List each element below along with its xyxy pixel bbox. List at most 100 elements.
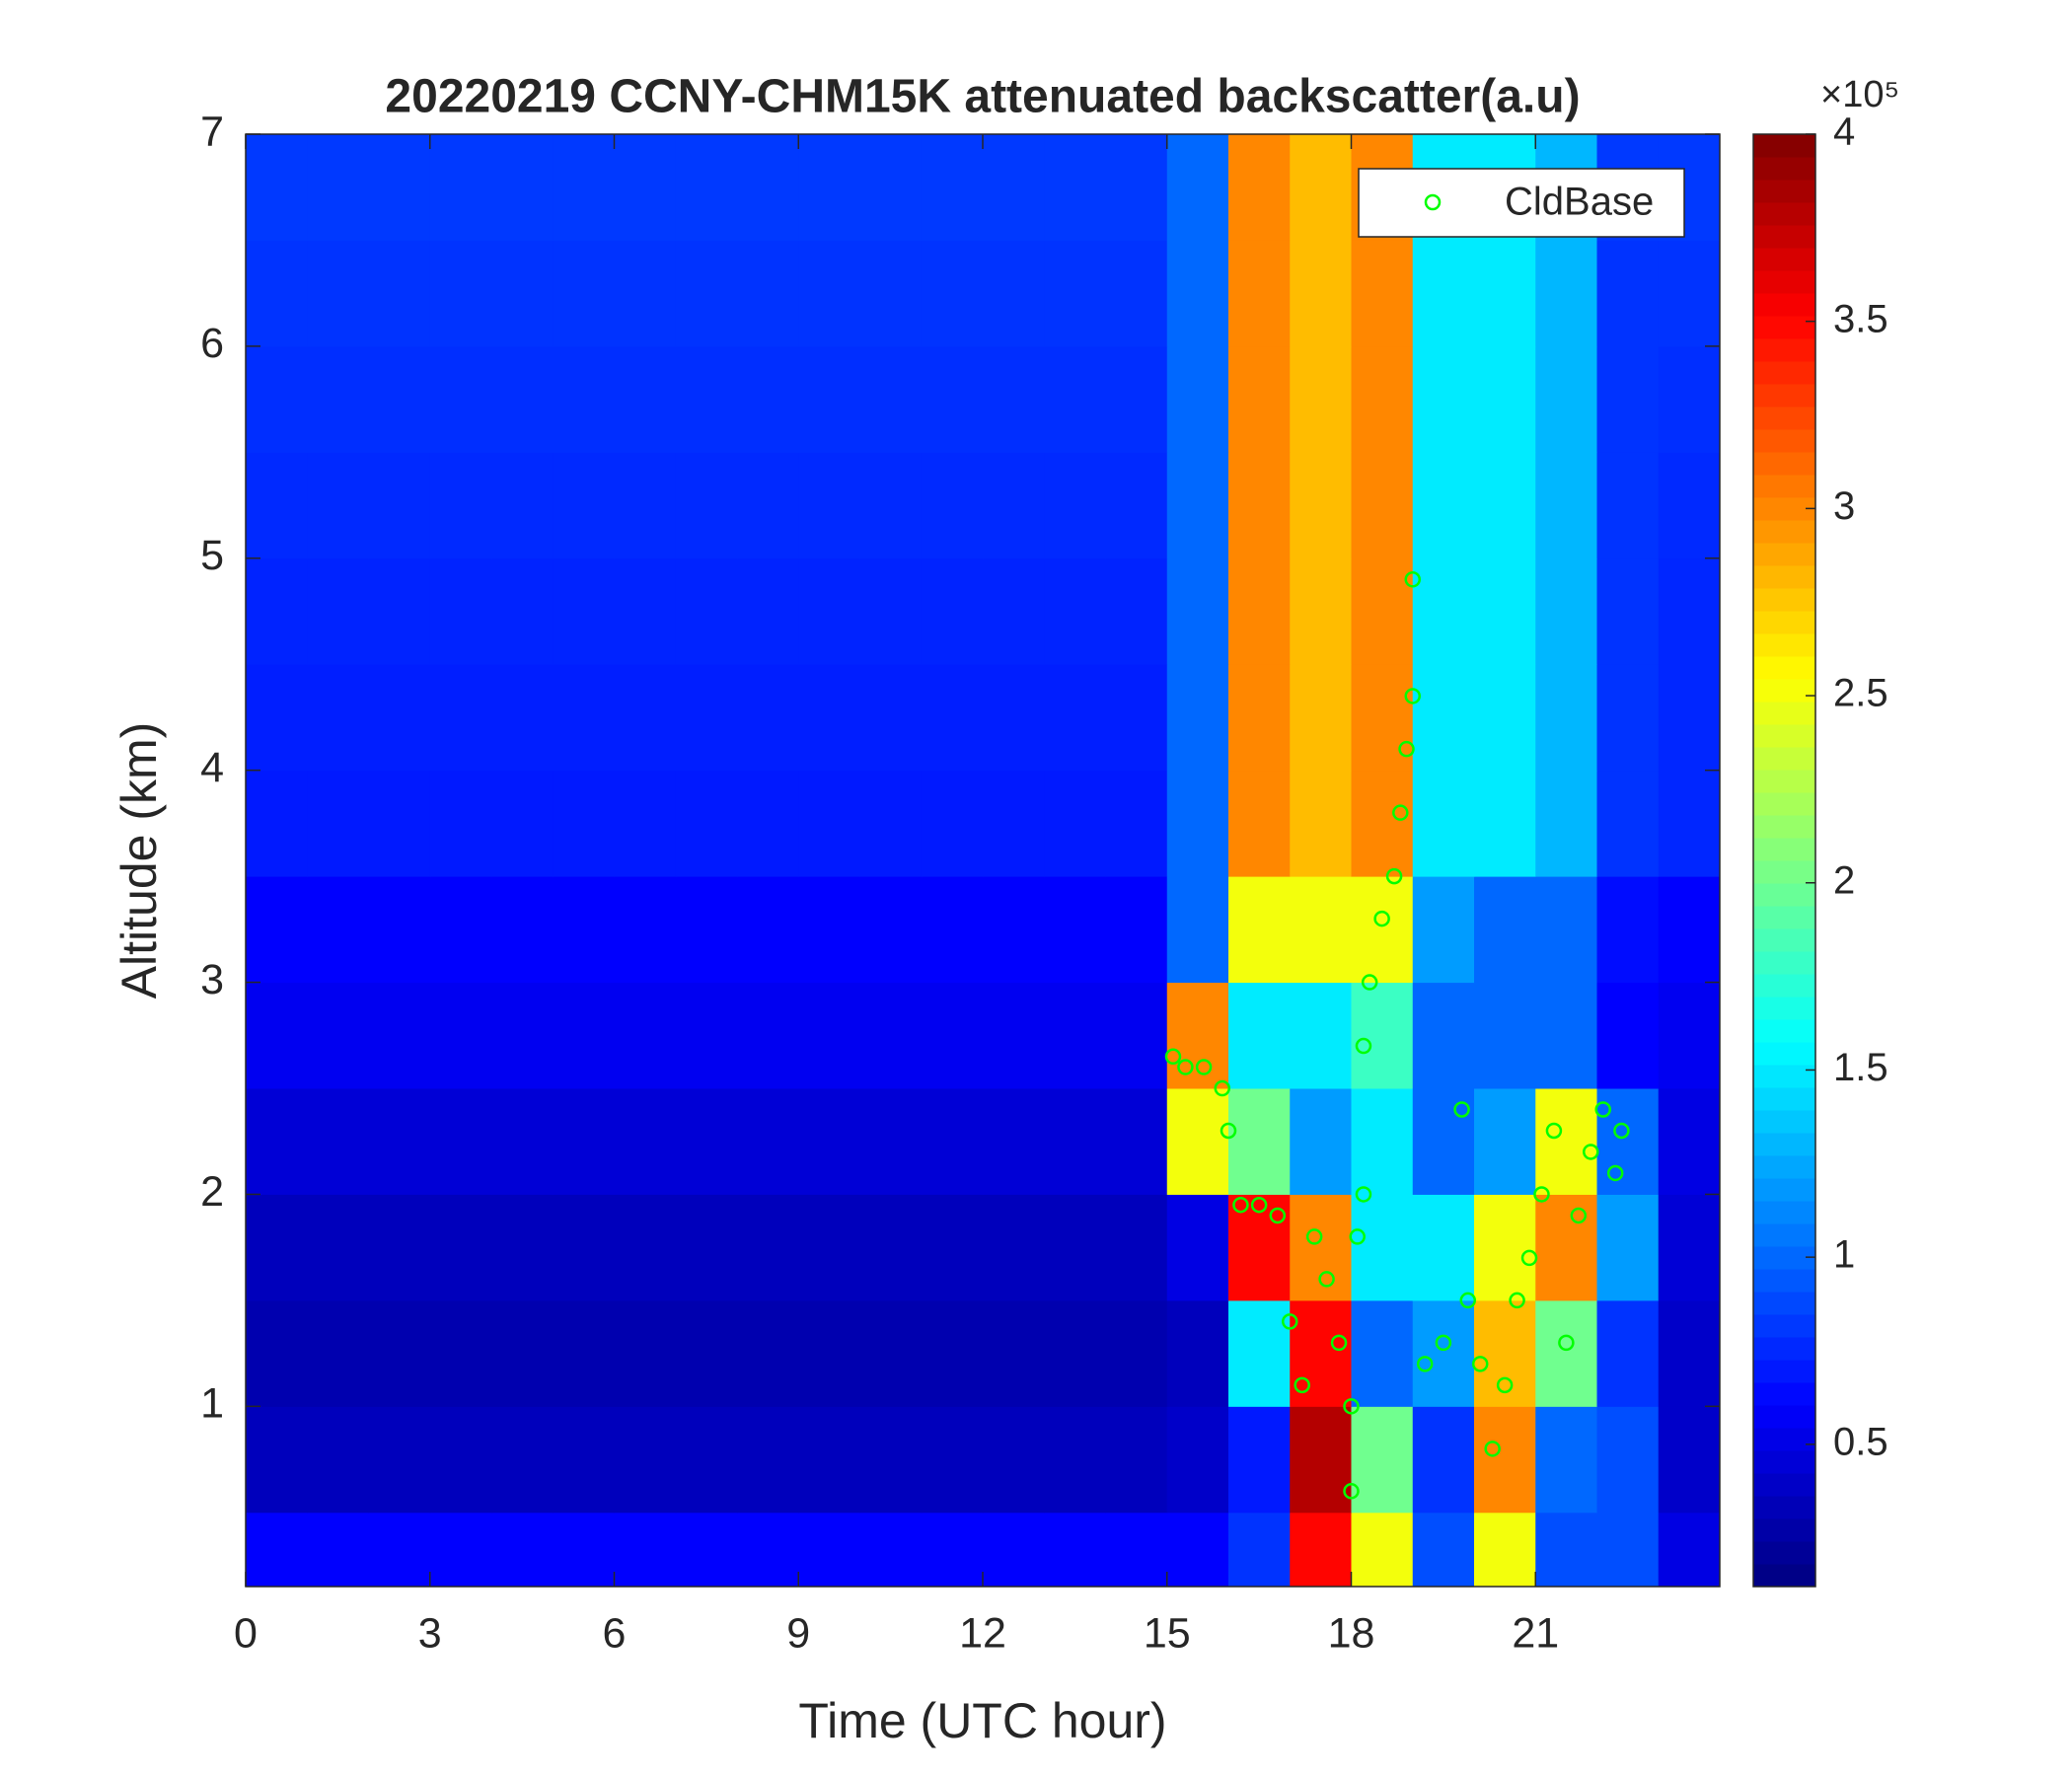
- heatmap-cell: [1658, 1088, 1721, 1195]
- heatmap-cell: [1105, 452, 1168, 559]
- heatmap-cell: [491, 452, 554, 559]
- scatter-point: [1343, 1398, 1360, 1415]
- heatmap-cell: [1228, 1512, 1291, 1588]
- heatmap-cell: [553, 240, 615, 347]
- heatmap-cell: [1166, 452, 1229, 559]
- heatmap-cell: [1658, 240, 1721, 347]
- heatmap-cell: [1596, 1194, 1660, 1301]
- scatter-point: [1471, 1356, 1489, 1372]
- heatmap-cell: [1474, 1406, 1536, 1514]
- heatmap-cell: [1044, 1299, 1106, 1407]
- heatmap-cell: [859, 1299, 923, 1407]
- colorbar-step: [1753, 338, 1815, 362]
- heatmap-cell: [1351, 1299, 1414, 1407]
- scatter-point: [1355, 1037, 1372, 1055]
- x-tick-label: 15: [1144, 1609, 1191, 1657]
- heatmap-cell: [1535, 1088, 1597, 1195]
- y-tick-label: 5: [200, 532, 224, 579]
- x-tick-label: 6: [603, 1609, 627, 1657]
- colorbar-step: [1753, 656, 1815, 680]
- scatter-point: [1520, 1249, 1538, 1267]
- heatmap-cell: [1412, 240, 1475, 347]
- colorbar-step: [1753, 202, 1815, 226]
- heatmap-cell: [307, 1406, 369, 1514]
- colorbar-step: [1753, 1564, 1815, 1588]
- heatmap-cell: [614, 452, 677, 559]
- heatmap-cell: [1166, 1512, 1229, 1588]
- heatmap-cell: [1044, 1406, 1106, 1514]
- heatmap-cell: [1596, 664, 1660, 772]
- heatmap-cell: [491, 1512, 554, 1588]
- heatmap-cell: [553, 1512, 615, 1588]
- heatmap-cell: [737, 345, 799, 453]
- colorbar-step: [1753, 361, 1815, 385]
- heatmap-cell: [983, 134, 1045, 241]
- y-tick-label: 3: [200, 956, 224, 1003]
- heatmap-cell: [859, 770, 923, 877]
- heatmap-cell: [1105, 240, 1168, 347]
- colorbar-step: [1753, 588, 1815, 612]
- heatmap-cell: [307, 452, 369, 559]
- heatmap-cell: [1351, 876, 1414, 984]
- scatter-point: [1330, 1334, 1348, 1352]
- heatmap-cell: [859, 452, 923, 559]
- heatmap-cell: [798, 1512, 860, 1588]
- heatmap-cell: [983, 1406, 1045, 1514]
- heatmap-cell: [614, 876, 677, 984]
- heatmap-cell: [1044, 345, 1106, 453]
- heatmap-cell: [1658, 452, 1721, 559]
- scatter-point: [1404, 571, 1421, 588]
- heatmap-cell: [1228, 982, 1291, 1089]
- colorbar-step: [1753, 747, 1815, 771]
- heatmap-cell: [491, 664, 554, 772]
- heatmap-cell: [307, 1512, 369, 1588]
- legend-box: [1358, 168, 1685, 238]
- heatmap-cell: [368, 1088, 431, 1195]
- heatmap-cell: [1351, 557, 1414, 665]
- heatmap-cell: [737, 876, 799, 984]
- heatmap-cell: [1412, 982, 1475, 1089]
- heatmap-cell: [675, 240, 738, 347]
- heatmap-cell: [1228, 345, 1291, 453]
- scatter-point: [1606, 1164, 1624, 1182]
- heatmap-cell: [429, 1088, 492, 1195]
- heatmap-cell: [1228, 452, 1291, 559]
- heatmap-cell: [983, 1512, 1045, 1588]
- heatmap-cell: [1166, 770, 1229, 877]
- colorbar-step: [1753, 543, 1815, 566]
- heatmap-cell: [307, 557, 369, 665]
- colorbar-step: [1753, 225, 1815, 249]
- heatmap-cell: [1351, 1406, 1414, 1514]
- heatmap-cell: [1474, 452, 1536, 559]
- colorbar-step: [1753, 1223, 1815, 1247]
- heatmap-cell: [368, 876, 431, 984]
- heatmap-cell: [1044, 557, 1106, 665]
- heatmap-cell: [368, 1512, 431, 1588]
- heatmap-cell: [1535, 982, 1597, 1089]
- heatmap-cell: [246, 982, 308, 1089]
- heatmap-cell: [921, 134, 984, 241]
- scatter-point: [1385, 867, 1403, 885]
- heatmap-cell: [429, 1406, 492, 1514]
- heatmap-cell: [1596, 1299, 1660, 1407]
- colorbar-box: [1752, 133, 1816, 1588]
- heatmap-cell: [1535, 876, 1597, 984]
- heatmap-cell: [368, 982, 431, 1089]
- heatmap-cell: [1290, 134, 1352, 241]
- heatmap-cell: [553, 664, 615, 772]
- heatmap-cell: [1105, 770, 1168, 877]
- heatmap-cell: [1105, 134, 1168, 241]
- x-axis-label: Time (UTC hour): [798, 1693, 1166, 1748]
- heatmap-cell: [921, 557, 984, 665]
- heatmap-cell: [1166, 1088, 1229, 1195]
- heatmap-cell: [1535, 664, 1597, 772]
- heatmap-cell: [675, 664, 738, 772]
- heatmap-cell: [798, 134, 860, 241]
- heatmap-cell: [553, 452, 615, 559]
- legend-marker: [1424, 193, 1442, 211]
- heatmap-cell: [1535, 240, 1597, 347]
- heatmap-cell: [737, 240, 799, 347]
- heatmap-cell: [1474, 240, 1536, 347]
- scatter-point: [1269, 1207, 1287, 1224]
- heatmap-cell: [1105, 1299, 1168, 1407]
